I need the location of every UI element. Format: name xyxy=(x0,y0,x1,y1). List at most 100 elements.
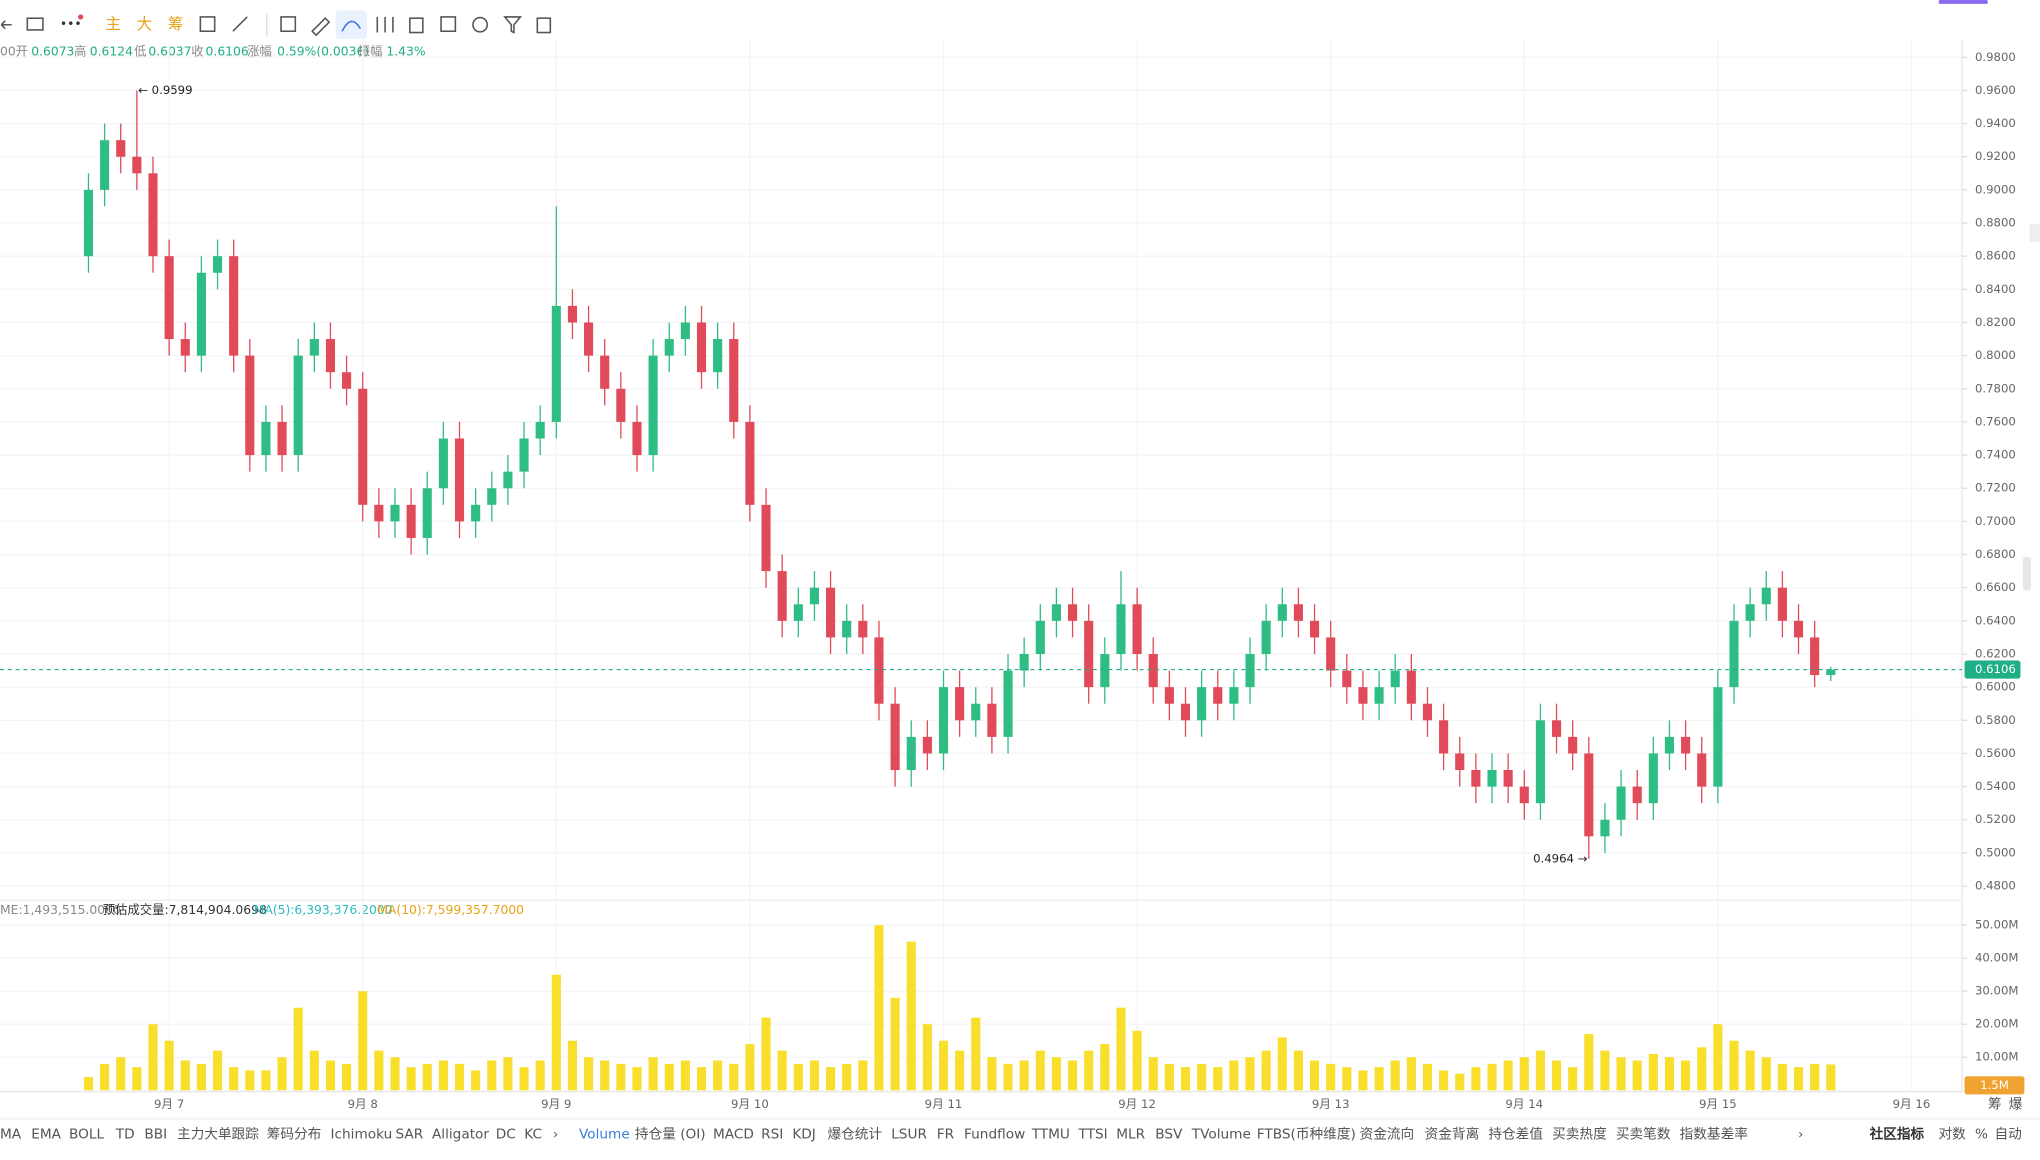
tool-icon[interactable] xyxy=(199,16,216,33)
candle-body xyxy=(1406,670,1416,704)
indicator-tab[interactable]: DC xyxy=(496,1126,516,1142)
y-tick-label: 0.7400 xyxy=(1975,448,2016,462)
indicator-tab[interactable]: RSI xyxy=(761,1126,783,1142)
big-button[interactable]: 大 xyxy=(137,15,153,33)
volume-bar xyxy=(1309,1060,1320,1091)
candle-body xyxy=(487,488,497,505)
indicator-tab[interactable]: 指数基差率 xyxy=(1680,1125,1748,1142)
y-tick-label: 0.9600 xyxy=(1975,83,2016,97)
amplitude-label: 振幅 xyxy=(358,44,383,59)
indicator-tab[interactable]: 筹码分布 xyxy=(267,1125,322,1142)
indicator-tab[interactable]: FR xyxy=(937,1126,955,1142)
tool-icon[interactable] xyxy=(376,16,394,33)
trash-icon[interactable] xyxy=(536,17,552,34)
volume-bar xyxy=(1713,1024,1723,1091)
indicator-tab[interactable]: 主力大单跟踪 xyxy=(177,1126,259,1142)
volume-bar xyxy=(971,1017,981,1091)
indicator-tab[interactable]: BBI xyxy=(144,1126,167,1142)
rect-icon[interactable] xyxy=(26,17,44,31)
indicator-tab[interactable]: KC xyxy=(524,1126,542,1142)
y-tick-label: 0.9200 xyxy=(1975,149,2016,163)
indicator-tab[interactable]: 买卖热度 xyxy=(1552,1126,1607,1142)
volume-bar xyxy=(826,1067,836,1091)
indicator-tab[interactable]: 持仓量 (OI) xyxy=(635,1126,706,1142)
back-icon[interactable] xyxy=(0,20,12,30)
volume-bar xyxy=(1584,1034,1594,1091)
candle-body xyxy=(1616,786,1626,820)
filter-icon[interactable] xyxy=(503,16,523,34)
volume-bar xyxy=(1132,1030,1142,1091)
side-liquidation[interactable]: 爆 xyxy=(2009,1097,2023,1113)
y-tick-label: 20.00M xyxy=(1975,1017,2019,1031)
tool-icon[interactable] xyxy=(341,20,362,32)
indicator-tab[interactable]: 资金背离 xyxy=(1425,1125,1480,1142)
y-tick-label: 0.9000 xyxy=(1975,182,2016,196)
candle-body xyxy=(616,388,626,422)
indicator-tab[interactable]: › xyxy=(1798,1126,1803,1142)
candle-body xyxy=(503,471,513,489)
volume-bar xyxy=(680,1060,690,1091)
indicator-tab[interactable]: Volume xyxy=(579,1126,630,1142)
tool-icon[interactable] xyxy=(409,17,424,34)
candle-body xyxy=(454,438,465,522)
indicator-tab[interactable]: LSUR xyxy=(891,1126,927,1142)
indicator-tab[interactable]: FTBS(币种维度) xyxy=(1257,1126,1356,1142)
indicator-tab[interactable]: MACD xyxy=(713,1126,754,1142)
indicator-tab[interactable]: Fundflow xyxy=(964,1126,1025,1142)
indicator-tab[interactable]: MA xyxy=(0,1126,22,1142)
indicator-tab[interactable]: Ichimoku xyxy=(330,1126,392,1142)
volume-bar xyxy=(1342,1067,1352,1091)
tool-icon[interactable] xyxy=(280,16,297,33)
chips-button[interactable]: 筹 xyxy=(168,15,184,33)
candle-body xyxy=(938,687,949,754)
volume-bar xyxy=(1826,1064,1836,1091)
indicator-tab[interactable]: KDJ xyxy=(792,1126,816,1142)
indicator-tab[interactable]: TTMU xyxy=(1031,1126,1070,1142)
indicator-tab[interactable]: Alligator xyxy=(432,1126,489,1142)
more-icon[interactable]: ••• xyxy=(60,17,82,31)
indicator-tab[interactable]: 爆仓统计 xyxy=(827,1126,882,1142)
scroll-handle[interactable] xyxy=(2029,223,2040,242)
volume-bar xyxy=(1261,1050,1271,1091)
indicator-tab[interactable]: TTSI xyxy=(1078,1126,1108,1142)
main-button[interactable]: 主 xyxy=(105,15,121,33)
volume-bar xyxy=(1358,1070,1368,1091)
volume-bar xyxy=(1197,1063,1207,1091)
side-chips[interactable]: 筹 xyxy=(1988,1096,2002,1113)
indicator-tab[interactable]: 资金流向 xyxy=(1360,1126,1415,1142)
indicator-tab[interactable]: TD xyxy=(115,1126,135,1142)
indicator-tab[interactable]: 对数 xyxy=(1939,1126,1967,1142)
tool-icon[interactable] xyxy=(472,16,489,33)
indicator-tab[interactable]: 买卖笔数 xyxy=(1616,1126,1671,1142)
volume-bar xyxy=(1293,1050,1303,1091)
volume-bar xyxy=(406,1067,416,1091)
indicator-tab[interactable]: 持仓差值 xyxy=(1488,1126,1543,1142)
last-price-tag xyxy=(1964,660,2021,679)
tool-icon[interactable] xyxy=(232,16,248,32)
candle-body xyxy=(1664,736,1675,754)
indicator-tab[interactable]: % xyxy=(1975,1126,1988,1142)
candle-body xyxy=(535,421,545,439)
volume-bar xyxy=(1180,1067,1191,1091)
volume-bar xyxy=(116,1057,126,1091)
indicator-tab[interactable]: BSV xyxy=(1155,1126,1183,1142)
indicator-tab[interactable]: EMA xyxy=(31,1126,61,1142)
collapse-handle[interactable] xyxy=(2023,556,2031,591)
volume-bar xyxy=(1035,1050,1045,1091)
dot xyxy=(78,14,84,20)
volume-bar xyxy=(1600,1050,1610,1091)
candle-body xyxy=(1697,753,1707,787)
tool-icon[interactable] xyxy=(311,17,331,37)
indicator-tab[interactable]: 社区指标 xyxy=(1869,1125,1925,1142)
indicator-tab[interactable]: 自动 xyxy=(1994,1126,2021,1142)
volume-bar xyxy=(1777,1063,1787,1091)
tool-icon[interactable] xyxy=(440,16,457,33)
volume-bar xyxy=(535,1060,545,1091)
indicator-tab[interactable]: TVolume xyxy=(1191,1126,1251,1142)
indicator-tab[interactable]: › xyxy=(553,1126,558,1142)
volume-bar xyxy=(245,1070,255,1091)
indicator-tab[interactable]: MLR xyxy=(1116,1126,1145,1142)
indicator-tab[interactable]: SAR xyxy=(396,1126,424,1142)
indicator-tab[interactable]: BOLL xyxy=(69,1126,104,1142)
volume-bar xyxy=(1245,1057,1255,1091)
